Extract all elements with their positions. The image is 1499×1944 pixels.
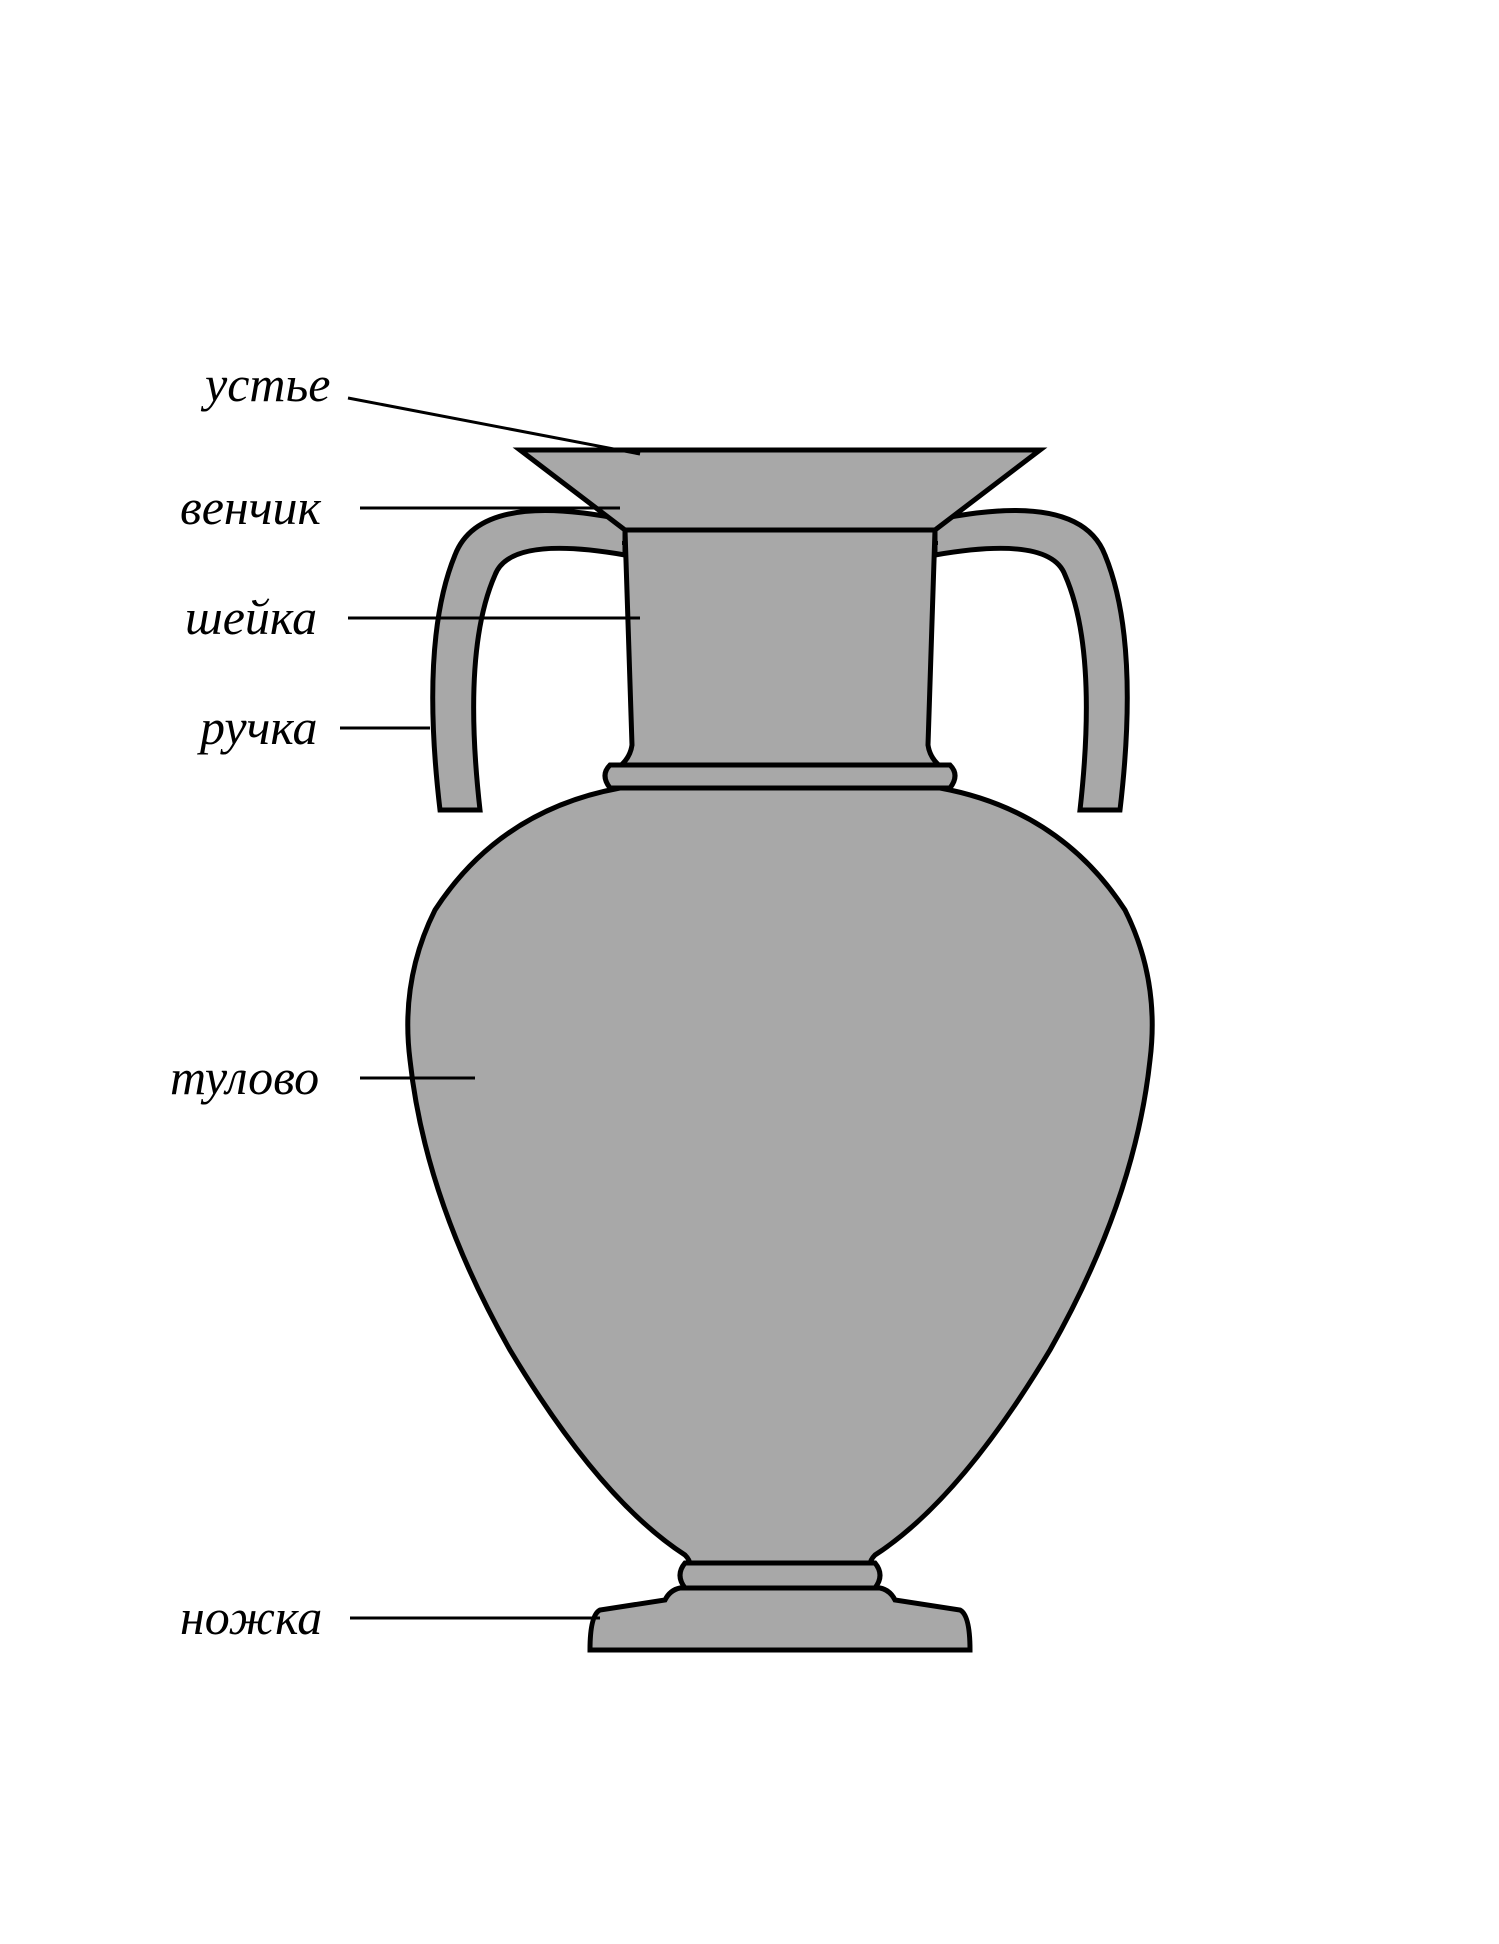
handle-left [433, 511, 625, 810]
label-mouth: устье [205, 355, 330, 413]
label-foot: ножка [180, 1588, 322, 1646]
leader-mouth [348, 398, 640, 454]
label-rim: венчик [180, 478, 321, 536]
label-body: тулово [170, 1048, 319, 1106]
vase-neck [615, 530, 945, 770]
foot-ring [680, 1563, 880, 1588]
vase-group [408, 450, 1152, 1650]
handle-right [935, 511, 1127, 810]
label-handle: ручка [200, 698, 318, 756]
amphora-diagram: устье венчик шейка ручка тулово ножка [0, 0, 1499, 1944]
neck-ring [605, 765, 955, 788]
label-neck: шейка [185, 588, 317, 646]
vase-foot [590, 1588, 970, 1650]
vase-body [408, 788, 1152, 1565]
vase-svg [0, 0, 1499, 1944]
